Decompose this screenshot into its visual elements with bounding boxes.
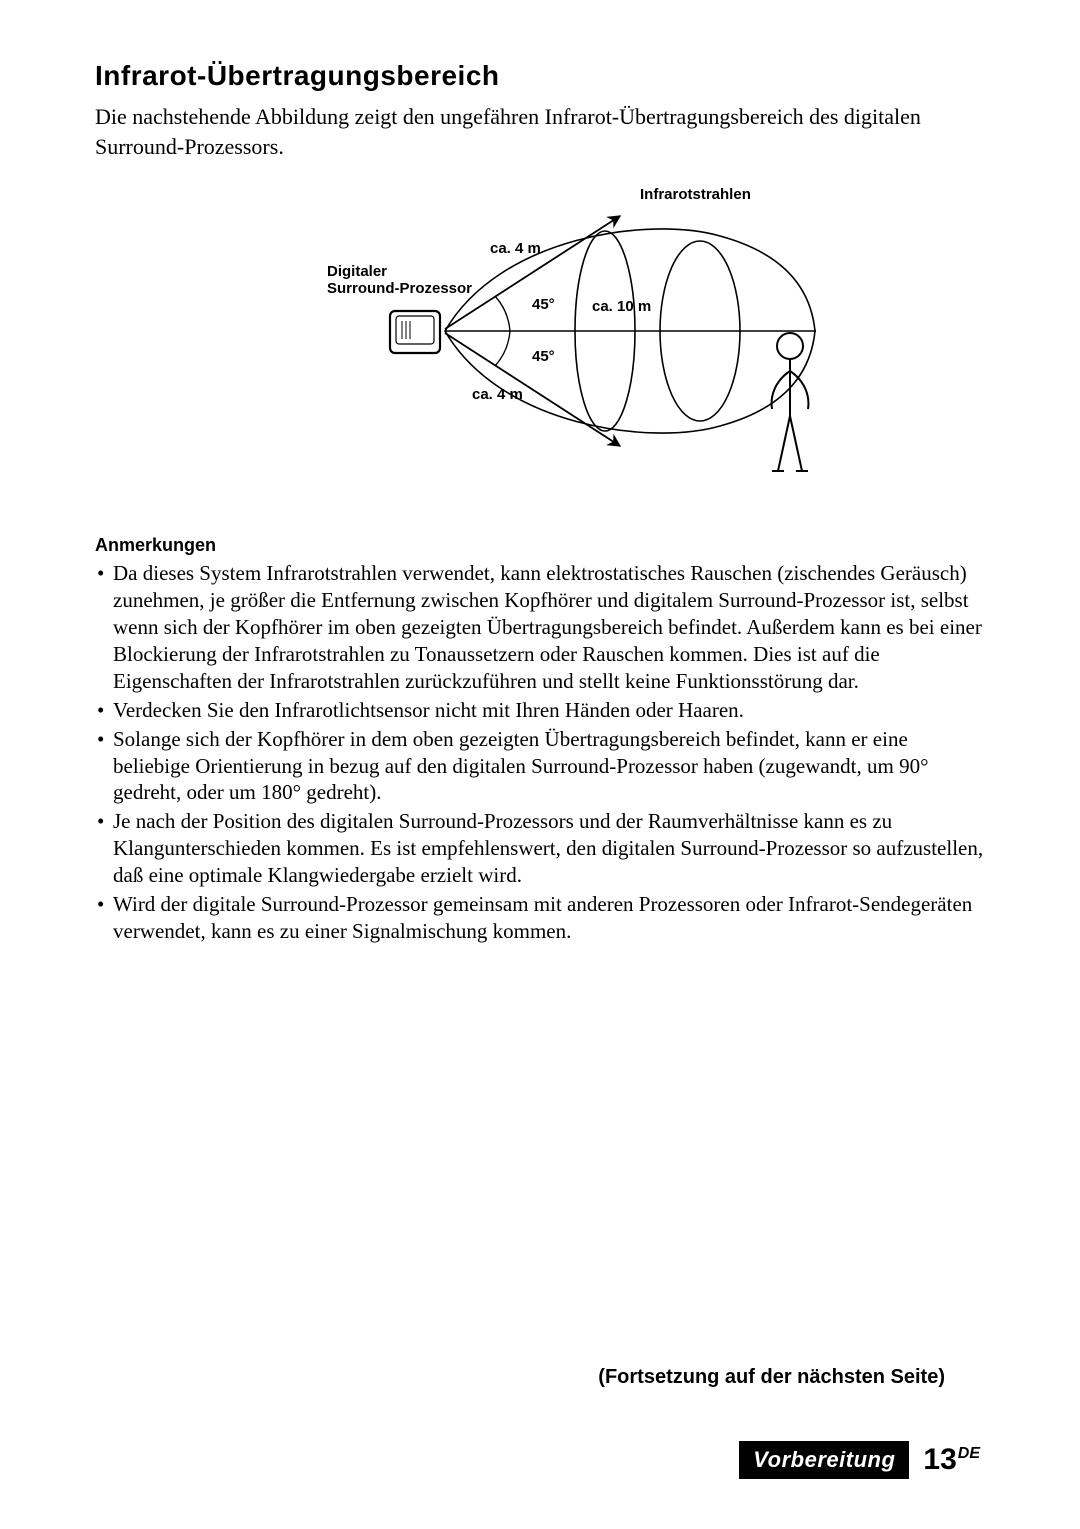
- intro-paragraph: Die nachstehende Abbildung zeigt den ung…: [95, 102, 985, 161]
- note-item: Solange sich der Kopfhörer in dem oben g…: [95, 726, 985, 807]
- note-item: Da dieses System Infrarotstrahlen verwen…: [95, 560, 985, 694]
- person-icon: [772, 333, 809, 471]
- processor-icon: [390, 311, 440, 353]
- note-item: Je nach der Position des digitalen Surro…: [95, 808, 985, 889]
- page-number-suffix: DE: [958, 1445, 980, 1462]
- notes-list: Da dieses System Infrarotstrahlen verwen…: [95, 560, 985, 944]
- label-proc-1: Digitaler: [327, 263, 387, 280]
- continuation-note: (Fortsetzung auf der nächsten Seite): [598, 1366, 945, 1389]
- notes-heading: Anmerkungen: [95, 535, 985, 556]
- label-infrared: Infrarotstrahlen: [640, 186, 751, 203]
- note-item: Verdecken Sie den Infrarotlichtsensor ni…: [95, 697, 985, 724]
- section-badge: Vorbereitung: [739, 1441, 909, 1479]
- label-dist-bottom: ca. 4 m: [472, 386, 523, 403]
- section-title: Infrarot-Übertragungsbereich: [95, 60, 985, 92]
- page-footer: Vorbereitung 13DE: [739, 1441, 980, 1479]
- label-angle-bottom: 45°: [532, 348, 555, 365]
- label-dist-center: ca. 10 m: [592, 298, 651, 315]
- page-number: 13DE: [923, 1443, 980, 1477]
- note-item: Wird der digitale Surround-Prozessor gem…: [95, 891, 985, 945]
- label-dist-top: ca. 4 m: [490, 240, 541, 257]
- label-proc-2: Surround-Prozessor: [327, 280, 472, 297]
- label-angle-top: 45°: [532, 296, 555, 313]
- ir-range-diagram: Infrarotstrahlen Digitaler Surround-Proz…: [95, 181, 985, 511]
- page-number-value: 13: [923, 1443, 956, 1476]
